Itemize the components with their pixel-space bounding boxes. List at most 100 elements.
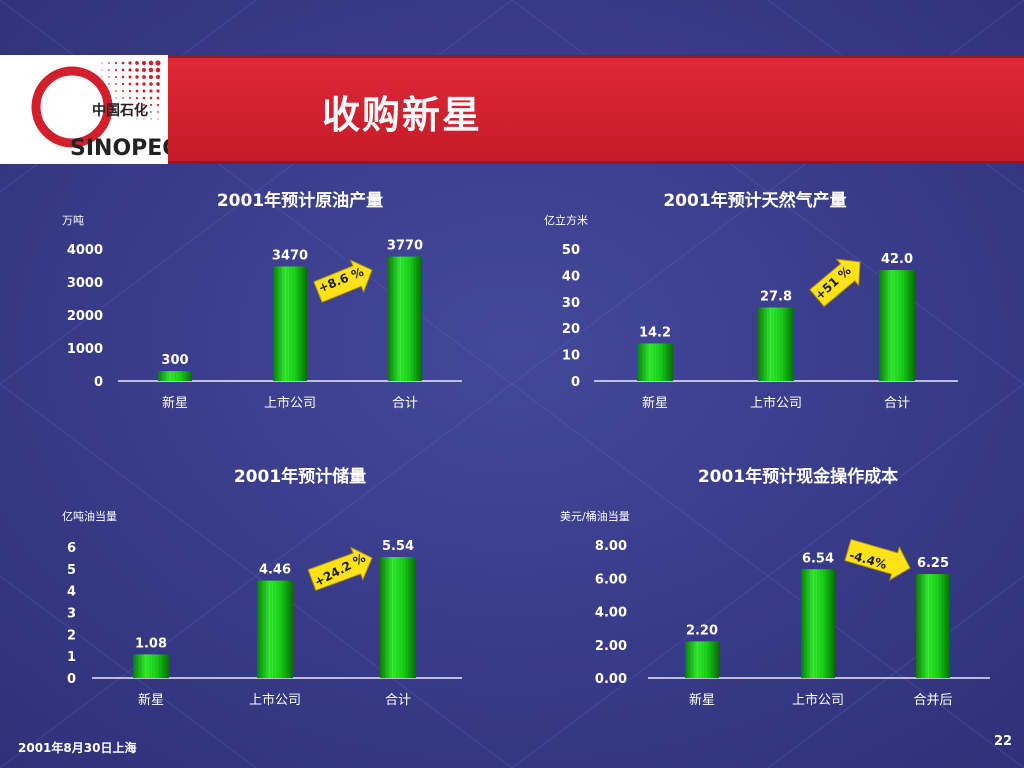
logo-dot (122, 111, 124, 113)
logo-dot (129, 97, 131, 99)
y-tick-label: 6.00 (595, 572, 627, 587)
y-tick-label: 0 (67, 672, 76, 687)
y-axis-unit-label: 亿吨油当量 (62, 509, 117, 523)
change-arrow: +24.2 % (307, 546, 373, 591)
logo-dot (101, 69, 103, 71)
bar-value-label: 3770 (387, 239, 423, 254)
y-axis-unit-label: 亿立方米 (544, 213, 588, 227)
y-tick-label: 5 (67, 563, 76, 578)
bar (273, 266, 307, 381)
bar-value-label: 300 (161, 353, 188, 368)
y-tick-label: 0 (571, 375, 580, 390)
logo-area: 中国石化 SINOPEC (0, 55, 178, 164)
logo-dot (135, 75, 139, 79)
title-banner (0, 55, 1024, 164)
y-tick-label: 40 (562, 269, 580, 284)
bar-fill (388, 256, 422, 381)
logo-dot (141, 60, 147, 66)
logo-dot (149, 82, 153, 86)
bar-value-label: 4.46 (259, 563, 291, 578)
logo-dot (128, 68, 132, 72)
bar (916, 574, 950, 678)
logo-dot (122, 104, 124, 106)
bar-value-label: 6.25 (917, 556, 949, 571)
y-tick-label: 4.00 (595, 606, 627, 621)
bar-value-label: 1.08 (135, 636, 167, 651)
logo-dot (135, 61, 139, 65)
y-tick-label: 2.00 (595, 639, 627, 654)
logo-dot (108, 69, 110, 71)
logo-dot (115, 97, 117, 99)
y-axis-unit-label: 万吨 (62, 214, 84, 227)
arrow-shape (844, 538, 911, 581)
logo-dot (135, 89, 139, 93)
logo-dot (135, 82, 139, 86)
bar-fill (916, 574, 950, 678)
bar (380, 557, 416, 678)
bar-value-label: 6.54 (802, 551, 834, 566)
y-tick-label: 6 (67, 541, 76, 556)
logo-dot (114, 75, 118, 79)
y-tick-label: 2 (67, 628, 76, 643)
y-tick-label: 4 (67, 585, 76, 600)
chart-title: 2001年预计现金操作成本 (698, 466, 898, 487)
logo-dot (142, 103, 146, 107)
logo-dot (129, 111, 131, 113)
y-axis-unit-label: 美元/桶油当量 (560, 509, 630, 523)
logo-dot (156, 96, 160, 100)
y-tick-label: 30 (562, 296, 580, 311)
bar-fill (685, 641, 719, 678)
y-tick-label: 1000 (67, 342, 103, 357)
x-category-label: 合并后 (913, 693, 952, 708)
y-tick-label: 0.00 (595, 672, 627, 687)
x-category-label: 新星 (642, 395, 668, 411)
change-arrow: +8.6 % (313, 259, 373, 303)
logo-dot (129, 104, 131, 106)
logo-dot (155, 74, 161, 80)
logo-dot (157, 111, 159, 113)
bar-fill (257, 580, 293, 678)
x-category-label: 新星 (162, 395, 188, 411)
y-tick-label: 8.00 (595, 539, 627, 554)
y-tick-label: 2000 (67, 309, 103, 324)
logo-dot (141, 67, 147, 73)
logo-dot (142, 96, 146, 100)
y-tick-label: 0 (94, 375, 103, 390)
bar-value-label: 27.8 (760, 290, 792, 305)
bar-fill (758, 307, 794, 381)
x-category-label: 上市公司 (264, 395, 316, 411)
logo-dot (115, 90, 117, 92)
logo-dot (142, 75, 146, 79)
logo-dot (121, 75, 125, 79)
x-category-label: 新星 (138, 692, 164, 708)
logo-dot (136, 118, 138, 120)
change-arrow: -4.4% (844, 538, 911, 581)
y-tick-label: 3 (67, 607, 76, 622)
logo-dot (155, 67, 161, 73)
logo-dot (156, 89, 160, 93)
bar (879, 270, 915, 381)
logo-dot (101, 62, 103, 64)
arrow-shape (307, 546, 373, 591)
bar (637, 343, 673, 381)
logo-dot (108, 83, 110, 85)
arrow-shape (809, 258, 861, 308)
logo-dot (149, 103, 153, 107)
x-category-label: 上市公司 (249, 692, 301, 708)
x-category-label: 合计 (392, 396, 418, 411)
y-tick-label: 20 (562, 322, 580, 337)
logo-dot (115, 104, 117, 106)
change-arrow: +51 % (809, 258, 861, 308)
logo-dot (148, 74, 154, 80)
bar (133, 654, 169, 678)
bar-value-label: 14.2 (639, 326, 671, 341)
bar-value-label: 42.0 (881, 252, 913, 267)
sinopec-logo: 中国石化 SINOPEC (31, 60, 178, 161)
logo-dot (150, 111, 152, 113)
bar-fill (879, 270, 915, 381)
bar (801, 569, 835, 678)
chart-title: 2001年预计储量 (234, 466, 366, 487)
